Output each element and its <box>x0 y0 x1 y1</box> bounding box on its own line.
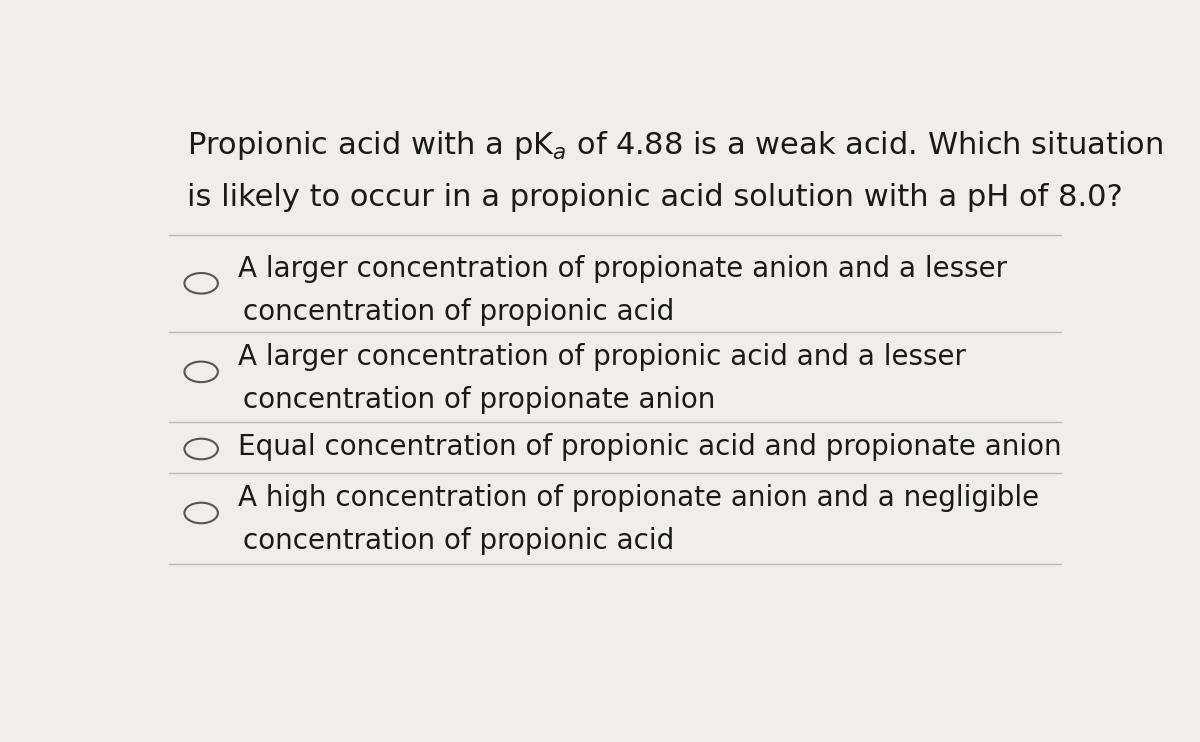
Text: concentration of propionic acid: concentration of propionic acid <box>242 528 674 555</box>
Text: is likely to occur in a propionic acid solution with a pH of 8.0?: is likely to occur in a propionic acid s… <box>187 183 1123 212</box>
Text: concentration of propionate anion: concentration of propionate anion <box>242 386 715 414</box>
Text: A larger concentration of propionic acid and a lesser: A larger concentration of propionic acid… <box>239 344 966 371</box>
Text: A high concentration of propionate anion and a negligible: A high concentration of propionate anion… <box>239 485 1039 513</box>
Text: A larger concentration of propionate anion and a lesser: A larger concentration of propionate ani… <box>239 255 1008 283</box>
Text: Propionic acid with a pK$_a$ of 4.88 is a weak acid. Which situation: Propionic acid with a pK$_a$ of 4.88 is … <box>187 129 1163 162</box>
Text: concentration of propionic acid: concentration of propionic acid <box>242 298 674 326</box>
Text: Equal concentration of propionic acid and propionate anion: Equal concentration of propionic acid an… <box>239 433 1062 461</box>
